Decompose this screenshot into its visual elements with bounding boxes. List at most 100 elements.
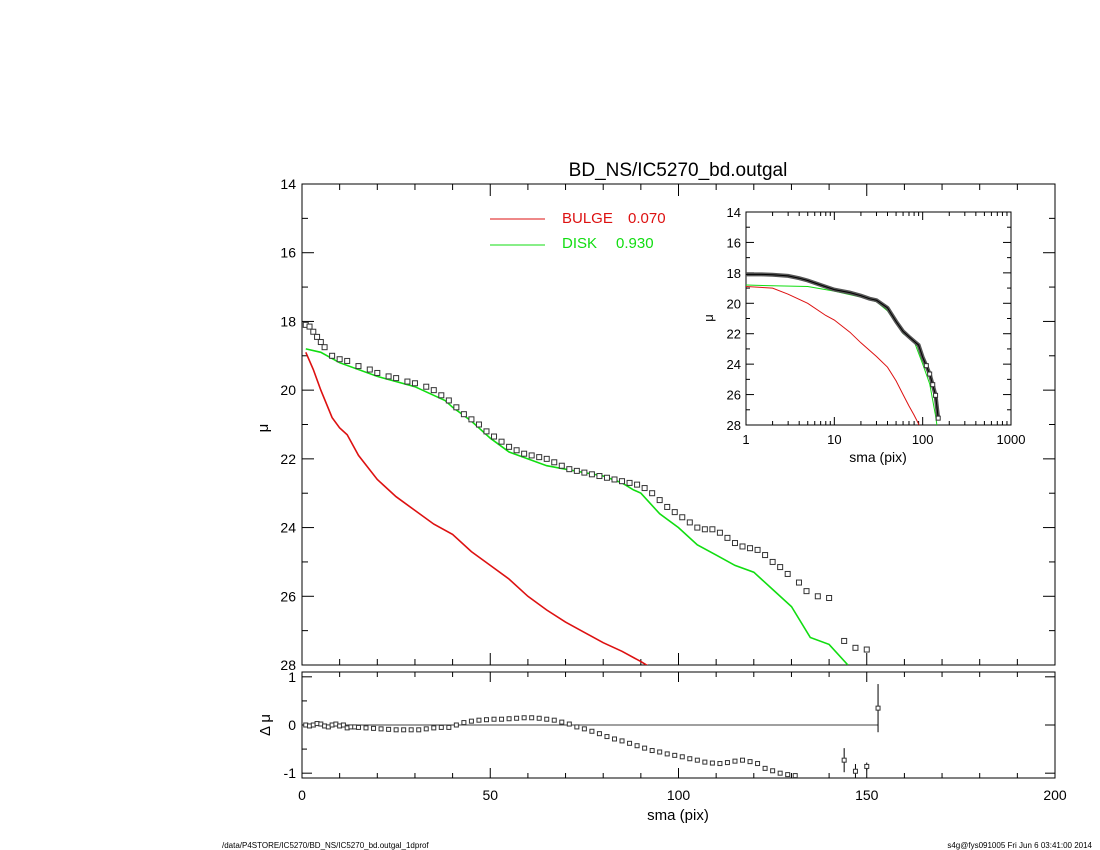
main-data-point — [731, 540, 738, 547]
main-data-point — [634, 481, 641, 488]
main-data-point — [491, 433, 498, 440]
main-data-point — [754, 546, 761, 553]
inset-data-point — [930, 382, 936, 388]
inset-x-tick-label: 1 — [742, 432, 749, 447]
main-data-point — [777, 564, 784, 571]
residual-data-point — [589, 728, 595, 734]
main-data-point — [314, 333, 321, 340]
residual-data-point — [740, 757, 746, 763]
residual-data-point — [596, 731, 602, 737]
residual-data-point — [747, 759, 753, 765]
main-data-point — [747, 545, 754, 552]
inset-plot-area — [746, 272, 941, 425]
main-data-point — [724, 534, 731, 541]
inset-y-axis-label: μ — [701, 314, 716, 322]
residual-data-point — [841, 757, 847, 763]
residual-data-point — [363, 725, 369, 731]
inset-x-axis-label: sma (pix) — [849, 449, 907, 465]
main-data-point — [366, 366, 373, 373]
main-data-point — [374, 369, 381, 376]
main-data-point — [566, 466, 573, 473]
legend-disk-value: 0.930 — [616, 235, 654, 252]
residual-data-point — [431, 725, 437, 731]
residual-data-point — [627, 740, 633, 746]
residual-data-point — [717, 761, 723, 767]
residual-data-point — [514, 715, 520, 721]
residual-data-point — [611, 736, 617, 742]
residual-data-point — [581, 726, 587, 732]
residual-data-point — [499, 716, 505, 722]
main-data-point — [716, 529, 723, 536]
inset-data-point — [927, 371, 933, 377]
residual-data-point — [702, 759, 708, 765]
inset-y-tick-label: 24 — [727, 357, 741, 372]
residual-data-point — [852, 768, 858, 774]
residual-data-point — [529, 715, 535, 721]
residual-data-point — [792, 773, 798, 778]
main-data-point — [445, 397, 452, 404]
inset-y-tick-label: 18 — [727, 266, 741, 281]
main-data-point — [321, 344, 328, 351]
main-data-point — [619, 478, 626, 485]
main-data-point — [513, 447, 520, 454]
footer-timestamp: s4g@fys091005 Fri Jun 6 03:41:00 2014 — [947, 841, 1092, 850]
inset-panel: μ sma (pix) 14 16 18 20 22 24 26 281 10 100 1000 — [701, 205, 1025, 465]
residual-data-point — [521, 715, 527, 721]
main-data-point — [336, 356, 343, 363]
residual-data-point — [687, 756, 693, 762]
main-data-point — [521, 450, 528, 457]
main-data-point — [393, 375, 400, 382]
main-series-bulge-line — [305, 351, 649, 665]
main-data-point — [863, 646, 870, 653]
main-data-point — [588, 471, 595, 478]
main-data-point — [656, 497, 663, 504]
residual-data-point — [777, 770, 783, 776]
main-y-tick-label: 26 — [280, 588, 296, 604]
inset-y-tick-label: 28 — [727, 418, 741, 433]
main-y-tick-label: 16 — [280, 245, 296, 261]
residual-data-point — [657, 749, 663, 755]
residual-data-point — [453, 722, 459, 728]
inset-panel-frame — [745, 211, 1012, 426]
legend-bulge-label: BULGE — [562, 210, 613, 227]
main-data-point — [814, 593, 821, 600]
main-data-point — [551, 459, 558, 466]
main-panel: BD_NS/IC5270_bd.outgal μ 14 16 18 20 22 24 26 2… — [255, 160, 1056, 673]
residual-x-tick-label: 0 — [298, 787, 306, 803]
residual-data-point — [649, 748, 655, 754]
inset-y-tick-label: 22 — [727, 327, 741, 342]
main-data-point — [306, 323, 313, 330]
residual-data-point — [468, 718, 474, 724]
main-data-point — [826, 595, 833, 602]
main-data-point — [355, 363, 362, 370]
main-y-tick-label: 22 — [280, 451, 296, 467]
main-plot-area — [302, 321, 870, 665]
residual-data-point — [446, 724, 452, 730]
main-data-point — [460, 411, 467, 418]
residual-data-point — [755, 761, 761, 767]
residual-panel: Δ μ sma (pix) 10-10 50 100 150 200 — [257, 669, 1067, 824]
residual-data-point — [679, 754, 685, 760]
main-data-point — [709, 526, 716, 533]
legend-disk-label: DISK — [562, 235, 597, 252]
residual-data-point — [732, 758, 738, 764]
residual-data-point — [574, 724, 580, 730]
residual-data-point — [371, 725, 377, 731]
main-data-point — [528, 452, 535, 459]
main-data-point — [581, 469, 588, 476]
main-data-point — [841, 637, 848, 644]
main-data-point — [573, 467, 580, 474]
inset-x-tick-label: 10 — [827, 432, 841, 447]
residual-ticks: 10-10 50 100 150 200 — [284, 669, 1067, 803]
residual-data-point — [393, 727, 399, 733]
main-series-disk-line — [305, 348, 849, 665]
residual-data-point — [724, 760, 730, 766]
main-data-point — [603, 474, 610, 481]
main-y-tick-label: 14 — [280, 176, 296, 192]
main-data-point — [762, 552, 769, 559]
residual-data-point — [408, 727, 414, 733]
main-data-point — [404, 378, 411, 385]
main-y-tick-label: 20 — [280, 382, 296, 398]
main-data-point — [694, 524, 701, 531]
